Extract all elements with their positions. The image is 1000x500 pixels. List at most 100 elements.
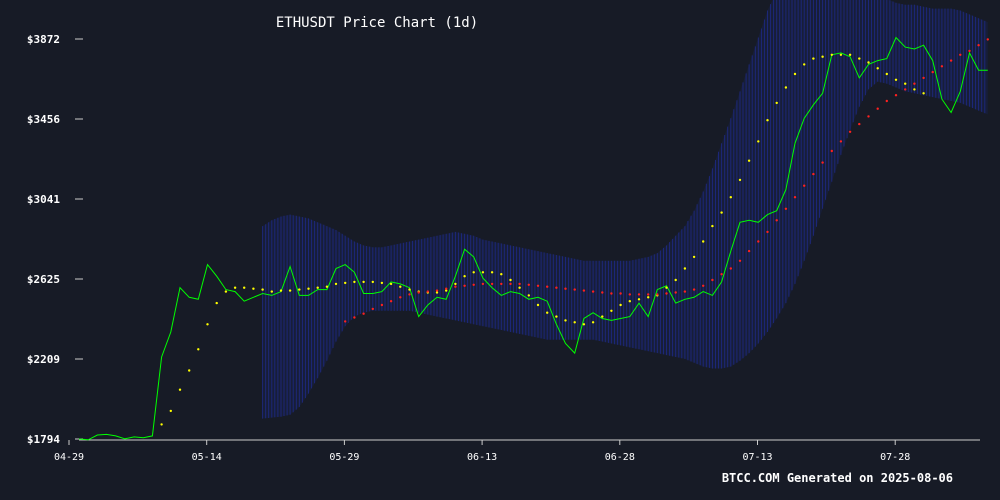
band-layer [262,0,988,419]
ma-long-point [472,283,475,286]
ma-short-point [435,291,439,294]
ma-long-point [922,76,925,80]
ma-long-point [867,115,870,118]
ma-short-point [252,287,255,290]
ma-short-point [224,290,228,293]
ma-short-point [546,311,549,314]
ma-long-point [408,293,411,296]
ma-short-point [729,196,732,199]
ma-short-point [858,57,861,60]
ma-short-point [500,273,503,276]
ma-long-point [986,38,989,41]
ma-long-point [610,292,613,295]
ma-short-point [371,280,374,284]
ma-long-point [940,65,944,68]
ma-long-point [417,291,420,294]
x-tick-label: 05-14 [192,452,222,463]
ma-long-point [692,288,696,291]
ma-long-point [876,107,879,110]
y-tick-label: $3872 [27,33,60,46]
ma-short-point [279,289,283,292]
ma-long-point [848,130,852,133]
ma-long-point [582,289,586,292]
ma-short-point [206,323,209,326]
ma-long-point [490,282,494,286]
ma-short-point [830,53,833,56]
ma-long-point [518,282,521,286]
ma-short-point [188,369,191,372]
ma-short-point [298,288,301,291]
ma-long-point [793,196,797,199]
ma-short-point [904,82,907,85]
ma-short-point [757,140,760,143]
ma-short-point [647,296,650,299]
x-tick-label: 06-28 [605,452,635,463]
ma-short-point [747,159,751,162]
ma-long-point [821,161,824,164]
ma-long-point [747,249,751,253]
x-tick-label: 05-29 [329,452,359,463]
ma-long-point [803,184,806,187]
ma-short-point [399,285,402,288]
chart-footer: BTCC.COM Generated on 2025-08-06 [722,471,953,485]
ma-long-point [344,320,347,323]
ma-short-point [720,211,723,214]
ma-short-point [261,288,264,291]
ma-long-point [619,292,622,295]
ma-short-point [288,289,292,292]
ma-long-point [812,172,815,176]
ma-short-point [527,294,530,297]
ma-short-point [610,309,613,312]
ma-long-point [729,267,732,270]
x-tick-label: 07-28 [880,452,910,463]
ma-short-point [894,78,898,82]
x-tick-label: 06-13 [467,452,497,463]
dots-layer [160,38,989,426]
ma-long-point [913,82,916,85]
ma-short-point [325,285,329,288]
ma-long-point [463,284,466,287]
ma-long-point [959,53,962,56]
ma-short-point [885,72,888,76]
ma-short-point [793,72,797,76]
ma-short-point [913,88,916,91]
chart-title: ETHUSDT Price Chart (1d) [276,15,478,31]
ma-short-point [692,255,696,259]
ma-long-point [564,287,567,290]
ma-short-point [821,55,824,58]
ma-short-point [169,409,172,413]
ma-short-point [848,53,852,56]
ma-short-point [775,101,778,105]
ma-short-point [316,286,319,289]
axes-layer: $1794 $2209 $2625 $3041 $3456 $3872 04-29 05-14… [27,33,980,463]
ma-long-point [702,284,705,287]
ma-short-point [812,57,815,60]
ma-short-point [344,281,347,285]
ma-long-point [885,99,888,103]
ma-short-point [518,286,521,289]
line-layer [78,36,988,441]
ma-long-point [435,289,439,292]
ma-long-point [371,307,374,311]
ma-long-point [454,285,457,288]
ma-short-point [380,281,384,285]
ma-long-point [380,303,384,307]
ma-short-point [702,240,705,243]
ma-short-point [803,63,806,66]
x-tick-label: 04-29 [54,452,84,463]
ma-short-point [160,423,163,426]
ma-long-point [481,282,485,286]
ma-long-point [509,282,512,286]
ma-short-point [573,321,576,324]
ma-short-point [876,67,879,70]
ma-short-point [591,321,595,324]
ma-short-point [711,224,714,228]
ma-long-point [757,240,760,243]
ma-long-point [784,207,788,210]
ma-long-point [362,312,365,315]
ma-long-point [536,284,540,287]
ma-long-point [527,283,530,286]
ma-long-point [591,290,595,293]
ma-short-point [784,86,788,89]
